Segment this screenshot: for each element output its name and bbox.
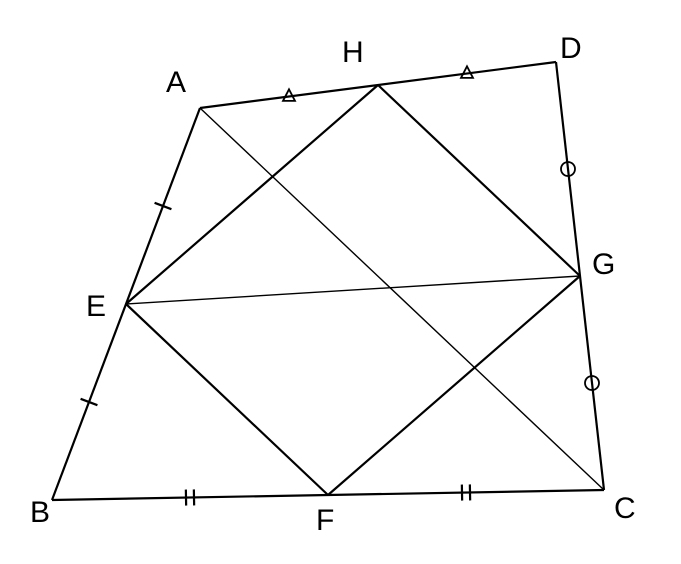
label-D: D: [560, 32, 582, 65]
label-A: A: [166, 66, 186, 99]
label-C: C: [614, 492, 636, 525]
label-H: H: [342, 36, 364, 69]
segment-F-G: [328, 276, 580, 495]
segment-E-F: [126, 304, 328, 495]
label-B: B: [30, 496, 50, 529]
label-G: G: [592, 248, 615, 281]
segment-H-E: [126, 85, 378, 304]
label-E: E: [86, 290, 106, 323]
segment-E-G: [126, 276, 580, 304]
label-F: F: [316, 504, 334, 537]
segment-G-H: [378, 85, 580, 276]
